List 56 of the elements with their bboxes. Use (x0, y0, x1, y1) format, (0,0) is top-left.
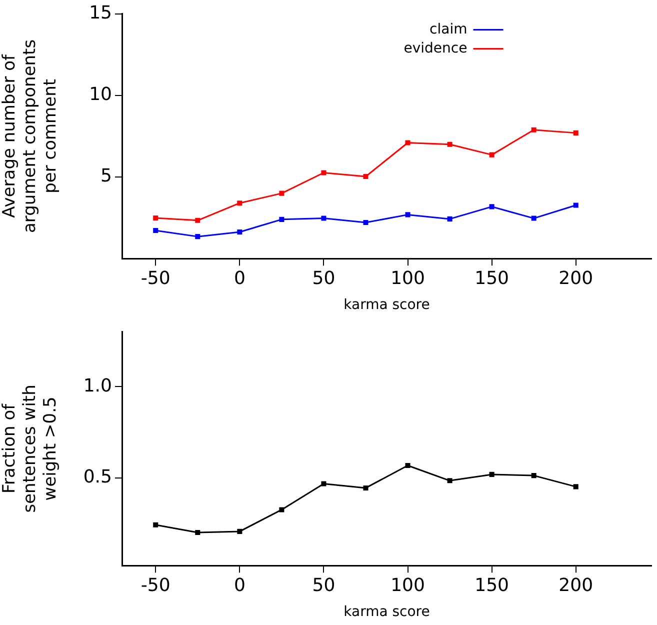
point (363, 174, 368, 180)
point (237, 528, 242, 534)
legend-label: claim (430, 21, 468, 38)
point (447, 216, 452, 222)
x-tick-label: -50 (140, 575, 170, 596)
x-tick-label: 200 (558, 575, 594, 596)
point (531, 127, 536, 132)
x-tick-label: 0 (234, 268, 246, 290)
point (195, 234, 200, 240)
point (363, 485, 368, 490)
x-tick-label: 200 (558, 268, 594, 290)
point (279, 190, 284, 196)
point (531, 473, 536, 478)
point (363, 220, 368, 226)
x-tick-label: 50 (312, 575, 336, 596)
y-axis-title: Average number of argument components per comment (0, 39, 60, 233)
y-tick-label: 10 (89, 84, 112, 106)
point (531, 216, 536, 221)
x-axis-title: karma score (344, 297, 430, 314)
point (489, 204, 494, 210)
point (573, 130, 578, 136)
y-tick-label: 1.0 (83, 375, 112, 396)
point (237, 200, 242, 206)
point (153, 215, 158, 220)
y-tick-label: 0.5 (83, 466, 112, 488)
point (153, 228, 158, 234)
x-tick-label: 150 (474, 575, 509, 596)
point (321, 216, 326, 221)
point (405, 140, 410, 146)
point (195, 530, 200, 536)
y-axis-title: Fraction of sentences with weight >0.5 (0, 384, 60, 513)
x-tick-label: -50 (140, 268, 170, 290)
point (447, 478, 452, 484)
point (321, 170, 326, 176)
y-tick-label: 5 (100, 166, 112, 187)
point (279, 507, 284, 512)
x-tick-label: 50 (312, 268, 336, 290)
x-tick-label: 100 (390, 268, 425, 290)
point (153, 522, 158, 528)
point (237, 229, 242, 235)
x-axis-title: karma score (344, 604, 430, 620)
point (195, 218, 200, 223)
legend-label: evidence (404, 40, 468, 56)
x-tick-label: 100 (390, 575, 425, 596)
point (573, 202, 578, 208)
point (405, 212, 410, 218)
point (573, 484, 578, 490)
point (405, 462, 410, 468)
y-tick-label: 15 (89, 2, 112, 24)
x-tick-label: 150 (474, 268, 509, 290)
point (321, 481, 326, 486)
point (489, 472, 494, 477)
point (279, 216, 284, 222)
x-tick-label: 0 (234, 575, 246, 596)
point (447, 142, 452, 147)
point (489, 152, 494, 158)
